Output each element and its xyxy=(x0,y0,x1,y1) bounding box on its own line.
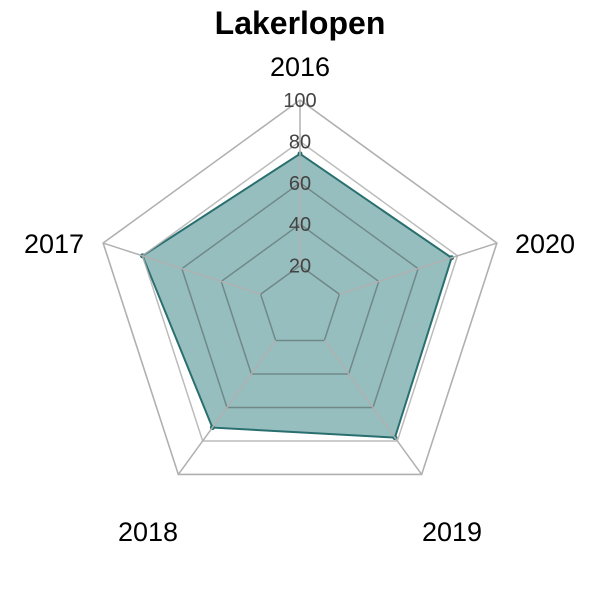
data-layer xyxy=(140,151,455,441)
axis-label-2018: 2018 xyxy=(118,517,178,547)
tick-label: 60 xyxy=(289,173,311,195)
grid-ring xyxy=(180,181,420,409)
chart-title: Lakerlopen xyxy=(215,5,386,41)
axis-label-2017: 2017 xyxy=(24,229,84,259)
series-area xyxy=(141,152,453,439)
grid-spoke xyxy=(102,242,261,295)
axis-labels: 2016 2017 2018 2019 2020 xyxy=(24,52,575,547)
grid-spoke xyxy=(339,242,498,295)
tick-label: 100 xyxy=(283,90,316,112)
grid xyxy=(102,99,498,476)
tick-label: 40 xyxy=(289,214,311,236)
grid-ring xyxy=(220,223,380,375)
grid-ring xyxy=(259,264,341,342)
grid-spoke xyxy=(177,340,277,475)
axis-label-2019: 2019 xyxy=(422,517,482,547)
tick-label: 20 xyxy=(289,256,311,278)
axis-label-2016: 2016 xyxy=(270,52,330,82)
tick-label: 80 xyxy=(289,131,311,153)
grid-spoke xyxy=(323,340,423,475)
grid-ring xyxy=(102,99,498,476)
radial-ticks: 20 40 60 80 100 xyxy=(283,90,316,278)
axis-label-2020: 2020 xyxy=(515,229,575,259)
grid-ring xyxy=(141,140,459,442)
